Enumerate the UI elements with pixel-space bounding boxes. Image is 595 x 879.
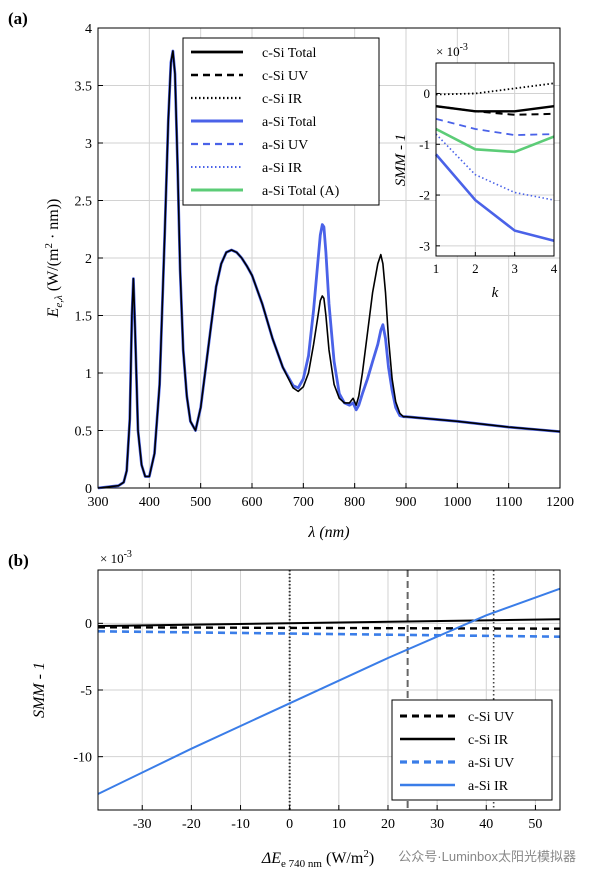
panel-a-x-tick-label: 1100 [495, 495, 522, 510]
inset-y-tick-label: 0 [424, 86, 431, 101]
inset-axes-box [435, 62, 555, 257]
panel-b-x-tick-label: 50 [528, 817, 542, 832]
panel-b-legend: c-Si UV c-Si IR a-Si UV a-Si IR [391, 699, 553, 801]
inset-chart: 1 2 3 4 0 -1 -2 -3 × 10-3 k SMM - 1 [393, 42, 558, 301]
panel-a-y-tick-label: 0 [85, 482, 92, 497]
panel-b-series [97, 587, 561, 795]
panel-a-x-tick-label: 300 [88, 495, 109, 510]
panel-b-series-a-si-ir [97, 587, 561, 795]
panel-a-chart: 300 400 500 600 700 800 900 1000 1100 1200 0 0.5 1 1.… [43, 22, 574, 541]
panel-a-y-tick-label: 2.5 [75, 194, 93, 209]
panel-a-y-tick-label: 2 [85, 252, 92, 267]
panel-a-series-c-si-total [97, 50, 561, 489]
inset-series-a-si-total [435, 153, 555, 243]
inset-x-tick-label: 2 [472, 261, 479, 276]
panel-a-x-tick-label: 600 [242, 495, 263, 510]
legend-a-label-c-si-total: c-Si Total [262, 46, 316, 61]
inset-y-tick-label: -3 [419, 238, 430, 253]
panel-b-x-tick-label: 40 [479, 817, 493, 832]
legend-a-label-a-si-total: a-Si Total [262, 115, 316, 130]
panel-b-ticks: -30 -20 -10 0 10 20 30 40 50 0 -5 -10 [73, 617, 542, 832]
panel-a-x-tick-label: 900 [396, 495, 417, 510]
panel-a-y-tick-label: 0.5 [75, 424, 93, 439]
legend-b-label-a-si-ir: a-Si IR [468, 779, 509, 794]
panel-b-x-tick-label: -30 [133, 817, 152, 832]
panel-b-x-tick-label: 20 [381, 817, 395, 832]
legend-a-label-c-si-uv: c-Si UV [262, 69, 308, 84]
panel-b-y-tick-label: 0 [85, 617, 92, 632]
panel-a-y-label: Ee,λ (W/(m2 · nm)) [43, 199, 65, 319]
inset-x-label: k [492, 285, 499, 301]
panel-a-x-tick-label: 700 [293, 495, 314, 510]
inset-x-tick-label: 4 [551, 261, 558, 276]
inset-series-c-si-total [435, 105, 555, 113]
inset-background [436, 63, 554, 256]
panel-b-x-tick-label: 10 [332, 817, 346, 832]
panel-a-y-tick-label: 3 [85, 137, 92, 152]
panel-a-x-tick-label: 800 [344, 495, 365, 510]
legend-a-label-a-si-total-a: a-Si Total (A) [262, 184, 340, 199]
legend-b-label-a-si-uv: a-Si UV [468, 756, 514, 771]
inset-series-a-si-uv [435, 118, 555, 137]
panel-b-series-c-si-ir [97, 618, 561, 627]
legend-a-label-c-si-ir: c-Si IR [262, 92, 303, 107]
panel-b-x-tick-label: -10 [231, 817, 250, 832]
watermark-text: 公众号·Luminbox太阳光模拟器 [398, 849, 576, 864]
legend-b-label-c-si-ir: c-Si IR [468, 733, 509, 748]
panel-a-x-label: λ (nm) [307, 524, 349, 541]
panel-b-chart: -30 -20 -10 0 10 20 30 40 50 0 -5 -10 × 10-3 ΔEe 74… [31, 549, 561, 870]
panel-a-y-tick-label: 1 [85, 367, 92, 382]
inset-x-tick-label: 1 [433, 261, 440, 276]
inset-series-a-si-total-a [435, 127, 555, 154]
panel-a-x-tick-label: 1000 [443, 495, 471, 510]
inset-ticks: 1 2 3 4 0 -1 -2 -3 [419, 86, 558, 276]
panel-b-x-label: ΔEe 740 nm (W/m2) [261, 848, 374, 870]
inset-series-c-si-uv [435, 105, 555, 116]
panel-b-x-tick-label: -20 [182, 817, 201, 832]
panel-a-y-tick-label: 1.5 [75, 309, 93, 324]
panel-a-series [97, 49, 561, 490]
panel-label-a: (a) [8, 9, 28, 28]
inset-scale-label: × 10-3 [436, 42, 468, 59]
panel-b-x-tick-label: 0 [286, 817, 293, 832]
legend-a-label-a-si-uv: a-Si UV [262, 138, 308, 153]
inset-y-label: SMM - 1 [393, 134, 409, 187]
panel-b-y-tick-label: -5 [80, 684, 92, 699]
inset-x-tick-label: 3 [511, 261, 518, 276]
inset-series [435, 82, 555, 243]
inset-y-tick-label: -1 [419, 137, 430, 152]
panel-b-y-tick-label: -10 [73, 751, 92, 766]
inset-y-tick-label: -2 [419, 188, 430, 203]
panel-b-x-tick-label: 30 [430, 817, 444, 832]
inset-series-a-si-ir [435, 133, 555, 201]
panel-b-scale-label: × 10-3 [100, 549, 132, 566]
panel-a-x-tick-label: 500 [190, 495, 211, 510]
panel-a-legend: c-Si Total c-Si UV c-Si IR a-Si Total a-Si U… [182, 37, 380, 206]
panel-a-ticks: 300 400 500 600 700 800 900 1000 1100 1200 0 0.5 1 1.… [75, 22, 575, 510]
panel-a-x-tick-label: 400 [139, 495, 160, 510]
legend-a-label-a-si-ir: a-Si IR [262, 161, 303, 176]
panel-b-y-label: SMM - 1 [31, 662, 48, 718]
panel-a-y-tick-label: 4 [85, 22, 92, 37]
panel-label-b: (b) [8, 551, 29, 570]
legend-b-label-c-si-uv: c-Si UV [468, 710, 514, 725]
panel-a-y-tick-label: 3.5 [75, 79, 93, 94]
panel-b-series-a-si-uv [97, 630, 561, 638]
panel-b-series-c-si-uv [97, 626, 561, 630]
panel-a-x-tick-label: 1200 [546, 495, 574, 510]
